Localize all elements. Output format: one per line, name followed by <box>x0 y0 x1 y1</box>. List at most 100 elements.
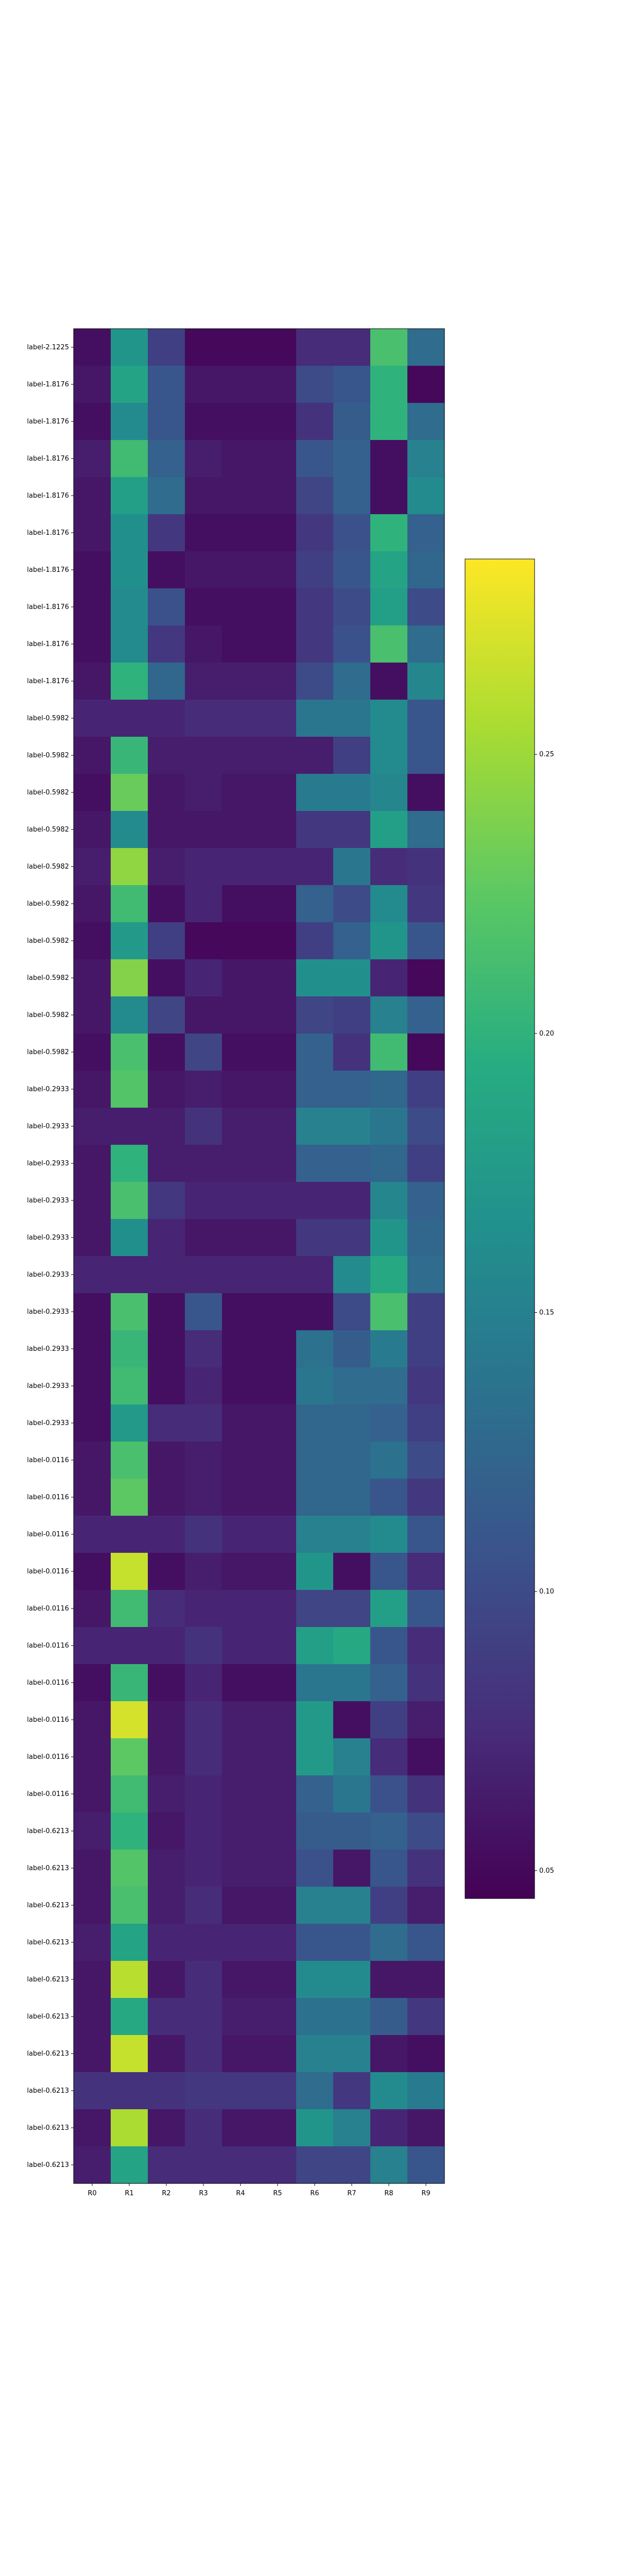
heatmap-cell <box>407 737 445 774</box>
heatmap-cell <box>74 477 111 515</box>
heatmap-cell <box>148 329 185 366</box>
heatmap-cell <box>407 1219 445 1257</box>
heatmap-cell <box>148 440 185 478</box>
heatmap-cell <box>333 477 371 515</box>
heatmap-cell <box>148 1775 185 1813</box>
column-tick-label: R2 <box>162 2190 170 2197</box>
heatmap-cell <box>74 663 111 700</box>
heatmap-cell <box>185 1738 222 1776</box>
heatmap-cell <box>259 2072 297 2110</box>
row-tick-label: label-0.6213 <box>27 1865 69 1872</box>
heatmap-cell <box>185 1182 222 1219</box>
heatmap-cell <box>111 1516 148 1553</box>
row-tick-label: label-0.6213 <box>27 2013 69 2021</box>
heatmap-cell <box>222 1108 260 1145</box>
heatmap-cell <box>370 774 408 811</box>
heatmap-cell <box>111 1256 148 1294</box>
heatmap-cell <box>407 1182 445 1219</box>
heatmap-cell <box>74 1924 111 1961</box>
heatmap-cell <box>407 1887 445 1924</box>
heatmap-cell <box>148 1071 185 1108</box>
row-tick-label: label-1.8176 <box>27 455 69 463</box>
heatmap-cell <box>222 1256 260 1294</box>
heatmap-cell <box>148 1701 185 1739</box>
heatmap-cell <box>333 1516 371 1553</box>
heatmap-cell <box>296 1404 334 1442</box>
row-tick-label: label-1.8176 <box>27 603 69 611</box>
row-tick-label: label-0.0116 <box>27 1494 69 1501</box>
heatmap-cell <box>333 737 371 774</box>
heatmap-cell <box>185 477 222 515</box>
heatmap-cell <box>185 1850 222 1887</box>
heatmap-cell <box>370 959 408 997</box>
heatmap-cell <box>407 1442 445 1479</box>
heatmap-cell <box>111 1590 148 1628</box>
heatmap-cell <box>222 1627 260 1665</box>
heatmap-cell <box>185 2072 222 2110</box>
heatmap-cell <box>222 2109 260 2147</box>
row-tick-label: label-0.5982 <box>27 937 69 945</box>
heatmap-cell <box>222 1293 260 1331</box>
heatmap-cell <box>333 885 371 923</box>
row-tick-label: label-0.2933 <box>27 1234 69 1242</box>
heatmap-cell <box>370 996 408 1034</box>
heatmap-cell <box>148 1033 185 1071</box>
row-tick-label: label-0.0116 <box>27 1679 69 1687</box>
heatmap-cell <box>111 663 148 700</box>
heatmap-cell <box>370 551 408 589</box>
heatmap-cell <box>185 1219 222 1257</box>
heatmap-cell <box>407 2109 445 2147</box>
heatmap-cell <box>259 551 297 589</box>
heatmap-cell <box>333 1887 371 1924</box>
heatmap-cell <box>74 737 111 774</box>
row-tick-label: label-0.5982 <box>27 863 69 871</box>
heatmap-cell <box>148 1404 185 1442</box>
heatmap-cell <box>296 1442 334 1479</box>
heatmap-cell <box>74 1404 111 1442</box>
heatmap-cell <box>185 774 222 811</box>
row-tick-label: label-0.6213 <box>27 1939 69 1946</box>
heatmap-cell <box>148 2035 185 2073</box>
heatmap-cell <box>407 1553 445 1590</box>
heatmap-cell <box>296 588 334 626</box>
row-tick-label: label-1.8176 <box>27 677 69 685</box>
heatmap-cell <box>185 737 222 774</box>
heatmap-cell <box>333 1998 371 2036</box>
heatmap-cell <box>370 329 408 366</box>
heatmap-cell <box>259 366 297 403</box>
heatmap-cell <box>222 1145 260 1182</box>
heatmap-cell <box>333 1924 371 1961</box>
heatmap-cell <box>74 1442 111 1479</box>
heatmap-cell <box>370 440 408 478</box>
column-tick-label: R4 <box>236 2190 245 2197</box>
heatmap-cell <box>259 1961 297 1998</box>
heatmap-cell <box>185 700 222 737</box>
heatmap-cell <box>407 1850 445 1887</box>
heatmap-cell <box>296 959 334 997</box>
heatmap-cell <box>370 1516 408 1553</box>
heatmap-cell <box>259 1998 297 2036</box>
heatmap-cell <box>74 1108 111 1145</box>
heatmap-cell <box>407 1256 445 1294</box>
heatmap-cell <box>370 2072 408 2110</box>
heatmap-cell <box>148 1812 185 1850</box>
heatmap-cell <box>222 2146 260 2184</box>
heatmap-cell <box>407 922 445 960</box>
heatmap-cell <box>222 1664 260 1702</box>
heatmap-cell <box>259 588 297 626</box>
heatmap-cell <box>111 1219 148 1257</box>
heatmap-cell <box>333 1182 371 1219</box>
heatmap-cell <box>222 440 260 478</box>
heatmap-cell <box>333 366 371 403</box>
heatmap-cell <box>222 1071 260 1108</box>
heatmap-cell <box>333 514 371 552</box>
row-tick-label: label-0.0116 <box>27 1790 69 1798</box>
heatmap-cell <box>74 996 111 1034</box>
heatmap-cell <box>296 1256 334 1294</box>
heatmap-cell <box>370 2109 408 2147</box>
heatmap-cell <box>407 848 445 886</box>
heatmap-cell <box>296 737 334 774</box>
heatmap-cell <box>148 1516 185 1553</box>
heatmap-cell <box>407 1516 445 1553</box>
heatmap-cell <box>111 1887 148 1924</box>
